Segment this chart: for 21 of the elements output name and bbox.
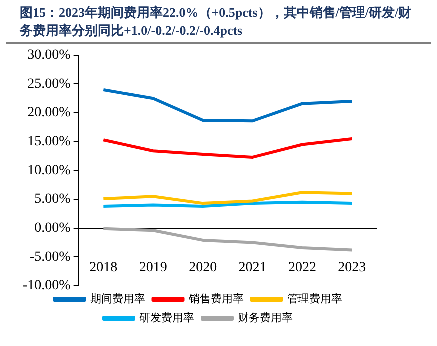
- y-tick-label: -5.00%: [30, 250, 72, 265]
- y-tick-label: 30.00%: [28, 48, 72, 64]
- legend-label: 销售费用率: [188, 292, 244, 306]
- y-tick-label: 15.00%: [28, 134, 72, 150]
- y-tick-label: -10.00%: [22, 278, 72, 294]
- legend-label: 管理费用率: [287, 292, 342, 306]
- legend-label: 期间费用率: [90, 292, 146, 306]
- y-tick-label: 20.00%: [28, 106, 72, 121]
- x-tick-label: 2019: [139, 260, 168, 276]
- x-tick-label: 2023: [338, 260, 366, 276]
- legend-label: 研发费用率: [140, 311, 194, 324]
- x-tick-label: 2021: [238, 260, 267, 276]
- x-tick-label: 2020: [189, 260, 218, 276]
- chart-title: 图15：2023年期间费用率22.0%（+0.5pcts），其中销售/管理/研发/财务费用率分别同比+1.0/-0.2/-0.2/-0.4pcts: [6, 0, 431, 44]
- legend-label: 财务费用率: [238, 311, 293, 324]
- y-tick-label: 0.00%: [34, 221, 72, 236]
- x-tick-label: 2022: [288, 260, 316, 276]
- x-tick-label: 2018: [90, 260, 118, 276]
- y-tick-label: 5.00%: [34, 192, 72, 208]
- y-tick-label: 25.00%: [28, 76, 72, 92]
- y-tick-label: 10.00%: [28, 163, 72, 178]
